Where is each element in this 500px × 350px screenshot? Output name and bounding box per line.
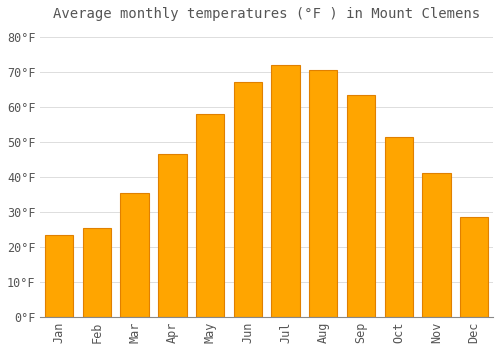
Bar — [196, 114, 224, 317]
Bar — [384, 136, 413, 317]
Bar — [120, 193, 149, 317]
Bar — [422, 173, 450, 317]
Title: Average monthly temperatures (°F ) in Mount Clemens: Average monthly temperatures (°F ) in Mo… — [53, 7, 480, 21]
Bar — [309, 70, 338, 317]
Bar — [234, 82, 262, 317]
Bar — [347, 94, 375, 317]
Bar — [272, 65, 299, 317]
Bar — [460, 217, 488, 317]
Bar — [158, 154, 186, 317]
Bar — [83, 228, 111, 317]
Bar — [45, 234, 74, 317]
